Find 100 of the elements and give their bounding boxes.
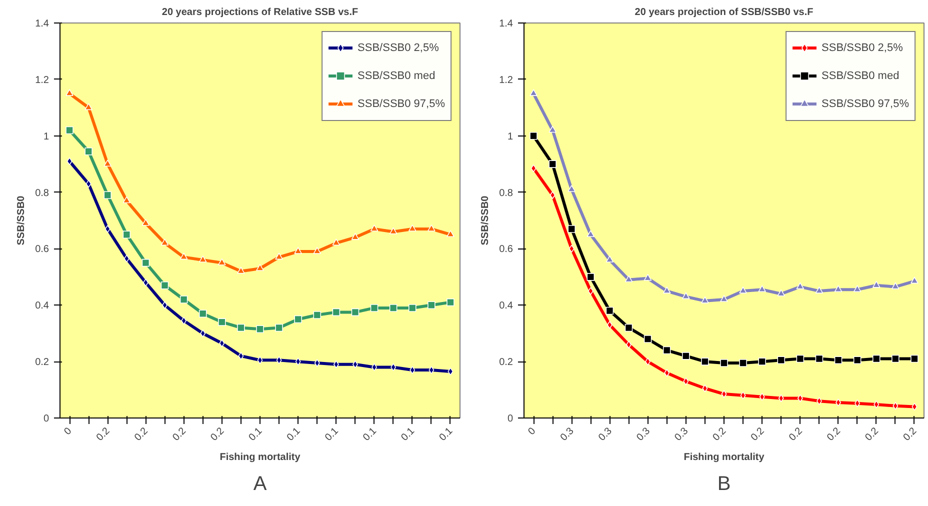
x-tick-label: 0.2 — [825, 426, 844, 444]
y-tick-label: 0.6 — [499, 244, 514, 256]
y-tick-label: 0.2 — [499, 357, 514, 368]
point — [910, 276, 918, 284]
point — [124, 254, 130, 262]
point — [874, 400, 880, 408]
point — [664, 368, 670, 377]
point — [758, 285, 766, 292]
y-axis-title: SSB/SSB0 — [480, 195, 492, 246]
point — [351, 308, 360, 316]
point — [682, 352, 690, 360]
point — [275, 324, 283, 332]
point — [759, 392, 765, 401]
point — [740, 392, 746, 400]
point — [836, 398, 842, 406]
point — [294, 247, 302, 254]
point — [428, 301, 436, 310]
text: A — [253, 473, 268, 495]
x-tick-label: 0.2 — [170, 426, 189, 444]
point — [446, 230, 454, 238]
point — [218, 318, 226, 326]
point — [198, 310, 207, 318]
legend-label: SSB/SSB0 med — [822, 70, 900, 82]
point — [66, 89, 74, 96]
point — [389, 304, 398, 312]
point — [701, 296, 709, 304]
x-tick-label: 0.2 — [749, 426, 767, 444]
point — [180, 296, 188, 304]
x-tick-label: 0.2 — [901, 426, 920, 444]
point — [796, 354, 804, 363]
text: B — [717, 473, 731, 495]
y-tick-label: 1.2 — [499, 74, 514, 86]
point — [777, 289, 786, 296]
point — [815, 286, 824, 294]
point — [683, 377, 689, 386]
chart-title: 20 years projection of SSB/SSB0 vs.F — [634, 7, 814, 18]
point — [428, 366, 434, 374]
point — [448, 368, 454, 376]
x-tick-label: 0.1 — [361, 426, 380, 444]
point — [332, 308, 340, 316]
x-tick-label: 0.1 — [323, 426, 342, 444]
x-tick-label: 0.2 — [94, 426, 113, 444]
point — [853, 356, 862, 364]
point — [428, 224, 436, 232]
x-tick-label: 0.1 — [285, 426, 303, 444]
point — [181, 316, 187, 325]
point — [389, 227, 398, 234]
legend-label: SSB/SSB0 97,5% — [822, 98, 909, 110]
x-tick-label: 0.3 — [596, 426, 615, 444]
point — [390, 363, 396, 372]
point — [237, 324, 245, 332]
point — [815, 354, 824, 363]
point — [351, 232, 360, 240]
point — [568, 225, 576, 233]
point — [333, 360, 339, 368]
point — [530, 132, 538, 140]
point — [295, 358, 301, 366]
point — [739, 286, 747, 294]
x-tick-label: 0.1 — [246, 426, 265, 444]
point — [313, 311, 322, 319]
point — [122, 230, 131, 239]
y-tick-label: 0.8 — [35, 188, 50, 199]
point — [662, 346, 671, 354]
point — [872, 354, 880, 363]
point — [238, 352, 244, 360]
y-tick-label: 0.6 — [35, 244, 50, 256]
point — [854, 399, 860, 408]
point — [256, 325, 264, 334]
x-tick-label: 0 — [62, 426, 74, 438]
point — [84, 147, 92, 156]
point — [606, 256, 614, 262]
point — [275, 252, 283, 260]
point — [408, 224, 416, 232]
point — [586, 273, 595, 281]
point — [408, 304, 416, 312]
point — [66, 157, 72, 166]
x-tick-label: 0.3 — [672, 426, 691, 444]
x-tick-label: 0.1 — [399, 426, 418, 444]
point — [104, 225, 110, 233]
point — [370, 224, 378, 232]
point — [606, 320, 612, 329]
legend-label: SSB/SSB0 2,5% — [358, 42, 439, 54]
point — [721, 390, 727, 398]
legend-label: SSB/SSB0 med — [358, 70, 436, 82]
point — [758, 358, 766, 366]
point — [256, 264, 264, 271]
x-tick-label: 0.3 — [558, 426, 577, 444]
point — [834, 356, 842, 364]
point — [777, 356, 786, 364]
point — [530, 164, 536, 172]
x-tick-label: 0.2 — [132, 426, 151, 444]
x-tick-label: 0.2 — [710, 426, 729, 444]
point — [892, 282, 900, 290]
point — [122, 196, 131, 204]
y-tick-label: 0.4 — [499, 300, 514, 312]
point — [160, 281, 169, 290]
x-tick-label: 0.2 — [208, 426, 227, 444]
point — [200, 329, 206, 338]
point — [797, 394, 803, 402]
point — [332, 238, 340, 246]
